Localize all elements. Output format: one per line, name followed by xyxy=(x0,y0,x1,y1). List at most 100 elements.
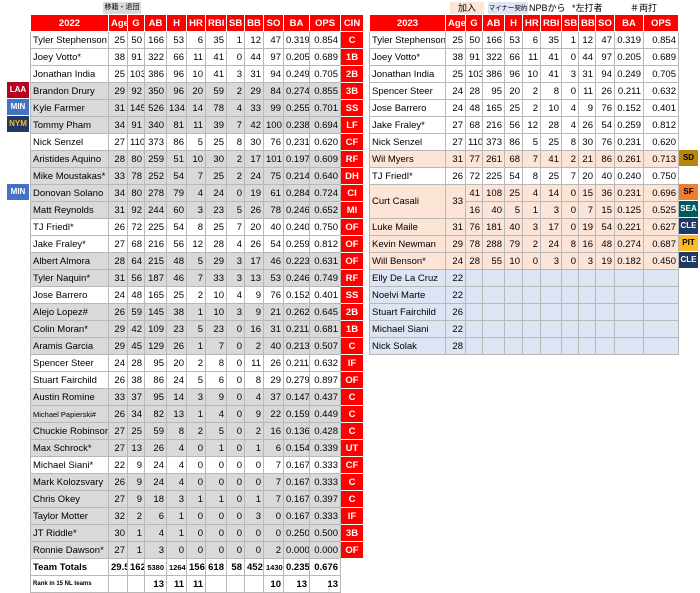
stat-h: 26 xyxy=(166,337,187,355)
stat-so: 29 xyxy=(263,371,284,389)
stat-hr xyxy=(522,303,541,321)
total-hr: 156 xyxy=(186,558,206,576)
stat-age: 27 xyxy=(108,422,128,440)
stat-g: 110 xyxy=(465,133,483,151)
stat-age: 34 xyxy=(108,184,128,202)
stat-bb xyxy=(578,337,596,355)
stat-sb: 0 xyxy=(226,337,245,355)
stat-ba: 0.000 xyxy=(283,541,310,559)
team-chip-laa: LAA xyxy=(7,82,29,98)
stat-g: 37 xyxy=(127,388,145,406)
stat-ops xyxy=(643,286,679,304)
stat-sb: 0 xyxy=(561,184,579,202)
team-chip-cle: CLE xyxy=(679,218,698,234)
stat-sb: 4 xyxy=(561,116,579,134)
stat-ab: 322 xyxy=(482,48,505,66)
stat-ba: 0.231 xyxy=(283,133,310,151)
stat-ops: 0.855 xyxy=(309,82,341,100)
stat-ba: 0.246 xyxy=(283,269,310,287)
stat-h: 4 xyxy=(166,456,187,474)
stat-so: 0 xyxy=(263,507,284,525)
player-name: Tyler Stephenson xyxy=(30,31,109,49)
stat-sb: 0 xyxy=(561,218,579,236)
stat-age: 24 xyxy=(108,354,128,372)
player-name: Austin Romine xyxy=(30,388,109,406)
stat-so: 54 xyxy=(595,116,615,134)
stat-g: 145 xyxy=(127,99,145,117)
stat-ab: 187 xyxy=(144,269,167,287)
stat-rbi: 0 xyxy=(205,456,227,474)
stat-bb: 44 xyxy=(578,48,596,66)
stat-ba: 0.205 xyxy=(614,48,644,66)
stat-g: 110 xyxy=(127,133,145,151)
stat-rbi: 78 xyxy=(205,99,227,117)
stat-ab: 40 xyxy=(482,201,505,219)
team-chip-pit: PIT xyxy=(679,235,698,251)
stat-ops: 0.609 xyxy=(309,150,341,168)
stat-hr: 5 xyxy=(186,133,206,151)
stat-so: 40 xyxy=(263,218,284,236)
left-player-row: Tyler Stephenson 25 50 166 53 6 35 1 12 47 0.319 0.… xyxy=(30,31,364,49)
stat-h: 25 xyxy=(504,99,523,117)
stat-sb: 0 xyxy=(226,405,245,423)
stat-rbi: 41 xyxy=(205,65,227,83)
stat-ba: 0.167 xyxy=(283,490,310,508)
stat-bb: 16 xyxy=(244,320,264,338)
player-name: Aristides Aquino xyxy=(30,150,109,168)
left-player-row: Matt Reynolds 31 92 244 60 3 23 5 26 78 0.246 0.652… xyxy=(30,201,364,219)
left-player-row: Alejo Lopez# 26 59 145 38 1 10 3 9 21 0.262 0.645 2B xyxy=(30,303,364,321)
stat-h: 25 xyxy=(504,184,523,202)
stat-bb: 2 xyxy=(244,337,264,355)
stat-sb: 0 xyxy=(226,184,245,202)
stat-rbi: 8 xyxy=(205,354,227,372)
player-name: Kevin Newman xyxy=(369,235,446,253)
stat-age: 24 xyxy=(445,82,466,100)
stat-h: 79 xyxy=(166,184,187,202)
stat-rbi: 3 xyxy=(540,252,562,270)
stat-ab: 4 xyxy=(144,524,167,542)
stat-ab xyxy=(482,320,505,338)
totals-spacer xyxy=(340,558,364,576)
stat-ba: 0.214 xyxy=(283,167,310,185)
stat-so: 36 xyxy=(595,184,615,202)
stat-ab: 18 xyxy=(144,490,167,508)
stat-g: 76 xyxy=(465,218,483,236)
stat-bb: 19 xyxy=(244,184,264,202)
position-badge: 3B xyxy=(340,82,364,100)
position-badge: RF xyxy=(340,150,364,168)
stat-g: 64 xyxy=(127,252,145,270)
stat-ba: 0.152 xyxy=(614,99,644,117)
stat-ops: 0.724 xyxy=(309,184,341,202)
stat-so: 76 xyxy=(595,133,615,151)
stat-so: 0 xyxy=(263,524,284,542)
stat-ba: 0.238 xyxy=(283,116,310,134)
stat-h: 66 xyxy=(504,48,523,66)
stat-rbi: 1 xyxy=(205,490,227,508)
stat-ab: 129 xyxy=(144,337,167,355)
stat-ba: 0.182 xyxy=(614,252,644,270)
stat-ba: 0.240 xyxy=(283,218,310,236)
stat-hr: 4 xyxy=(186,184,206,202)
stat-ab: 165 xyxy=(482,99,505,117)
stat-hr: 3 xyxy=(522,218,541,236)
stat-rbi: 33 xyxy=(205,269,227,287)
stat-rbi: 28 xyxy=(205,235,227,253)
player-name: Matt Reynolds xyxy=(30,201,109,219)
stat-bb: 17 xyxy=(244,252,264,270)
stat-ab: 95 xyxy=(144,354,167,372)
stat-ba: 0.262 xyxy=(283,303,310,321)
stat-rbi: 0 xyxy=(205,473,227,491)
stat-g xyxy=(465,303,483,321)
stat-rbi: 23 xyxy=(205,201,227,219)
stat-ab: 24 xyxy=(144,473,167,491)
stat-ab: 145 xyxy=(144,303,167,321)
stat-h: 4 xyxy=(166,473,187,491)
stat-age: 29 xyxy=(445,235,466,253)
player-name: Ronnie Dawson* xyxy=(30,541,109,559)
legend-out-swatch: 移籍・退団 xyxy=(103,2,141,14)
stat-ab xyxy=(482,286,505,304)
stat-so: 7 xyxy=(263,473,284,491)
stat-hr: 8 xyxy=(522,167,541,185)
stat-hr: 3 xyxy=(186,388,206,406)
position-badge: C xyxy=(340,31,364,49)
